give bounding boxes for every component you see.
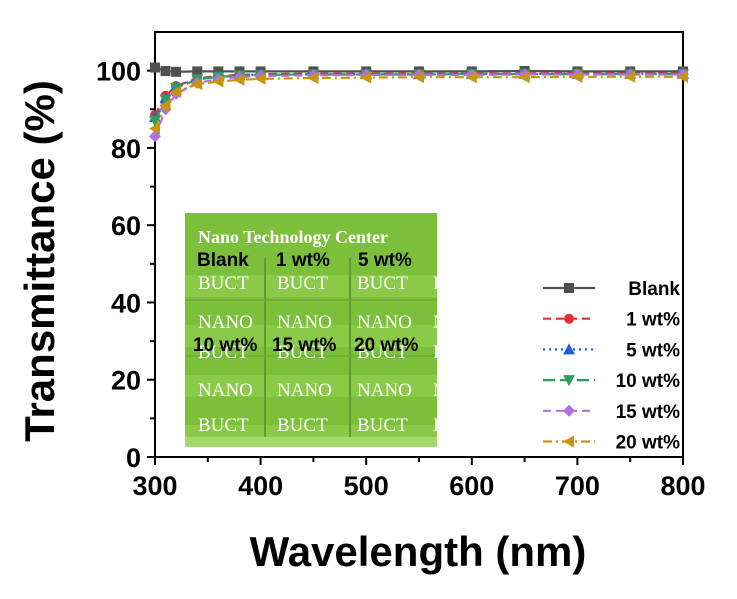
photo-watermark-word: BUCT (433, 273, 484, 294)
photo-watermark-word: BUCT (357, 273, 408, 294)
photo-watermark-word: BUCT (433, 342, 484, 363)
y-tick-label: 40 (111, 288, 141, 318)
axes: 300 400 500 600 700 800 0 20 40 60 80 100 (96, 31, 706, 501)
y-tick-label: 20 (111, 366, 141, 396)
data-point (171, 66, 182, 77)
photo-watermark-word: BUCT (198, 342, 249, 363)
data-point (159, 94, 172, 106)
x-tick-label: 300 (132, 471, 177, 501)
legend-item: 20 wt% (543, 433, 680, 454)
photo-watermark-word: BUCT (357, 415, 408, 436)
data-point (149, 122, 160, 135)
plot-area (149, 62, 689, 143)
legend-item: 15 wt% (543, 402, 680, 423)
x-tick-label: 700 (555, 471, 600, 501)
photo-stripe (185, 325, 437, 347)
data-point (212, 75, 224, 88)
photo-sample-label: 1 wt% (276, 250, 330, 271)
x-tick-label: 400 (238, 471, 283, 501)
legend-item: 10 wt% (543, 371, 680, 392)
legend-label: Blank (628, 279, 680, 300)
x-tick-label: 800 (660, 471, 705, 501)
photo-watermark-word: NANO (198, 312, 253, 333)
photo-stripe (185, 425, 437, 447)
data-point (159, 99, 171, 112)
legend-marker (563, 435, 574, 448)
photo-watermark-word: NANO (433, 380, 488, 401)
data-point (170, 85, 182, 98)
inset-photo: Nano Technology Center BUCT BUCT BUCT BUCT NA… (185, 213, 488, 447)
legend-marker (563, 343, 575, 355)
legend-item: 1 wt% (543, 310, 680, 331)
legend-item: 5 wt% (543, 340, 680, 361)
photo-watermark-word: NANO (277, 312, 332, 333)
photo-sample-label: 10 wt% (193, 335, 258, 356)
photo-sample-label: 15 wt% (272, 335, 337, 356)
photo-stripe (185, 375, 437, 397)
series-line (153, 73, 683, 137)
photo-watermark-word: NANO (277, 380, 332, 401)
data-point (160, 66, 171, 77)
y-tick-label: 80 (111, 134, 141, 164)
data-point (191, 78, 203, 91)
legend-label: 1 wt% (626, 310, 680, 331)
data-point (571, 70, 583, 83)
y-axis-title: Transmittance (%) (16, 80, 63, 442)
legend-marker (564, 313, 574, 324)
legend: Blank 1 wt% 5 wt% 10 wt% 15 wt% 20 wt% (543, 279, 680, 454)
legend-label: 20 wt% (616, 433, 681, 454)
photo-watermark-word: BUCT (277, 273, 328, 294)
photo-watermark-word: NANO (433, 312, 488, 333)
data-point (307, 71, 319, 84)
data-point (150, 62, 160, 73)
photo-watermark-word: BUCT (198, 273, 249, 294)
series-line (153, 75, 683, 130)
data-point (677, 70, 688, 83)
x-tick-label: 500 (344, 471, 389, 501)
data-point (149, 115, 161, 127)
photo-title: Nano Technology Center (198, 227, 388, 247)
y-tick-label: 60 (111, 211, 141, 241)
photo-watermark-word: BUCT (277, 342, 328, 363)
legend-marker (564, 283, 574, 293)
data-point (413, 71, 424, 84)
legend-label: 5 wt% (626, 340, 680, 361)
photo-watermark-word: NANO (357, 312, 412, 333)
data-point (233, 73, 245, 86)
data-point (254, 72, 266, 85)
legend-marker (563, 375, 575, 387)
photo-watermark-word: NANO (198, 380, 253, 401)
x-tick-label: 600 (449, 471, 494, 501)
photo-sample-label: Blank (197, 250, 249, 271)
data-point (518, 71, 530, 84)
photo-watermark-word: BUCT (357, 342, 408, 363)
y-tick-label: 0 (126, 443, 141, 473)
data-point (465, 71, 477, 84)
y-tick-label: 100 (96, 57, 141, 87)
photo-watermark-word: NANO (357, 380, 412, 401)
photo-sample-label: 20 wt% (354, 335, 419, 356)
data-point (624, 70, 636, 83)
photo-stripe (185, 275, 437, 297)
legend-label: 10 wt% (616, 371, 681, 392)
x-axis-title: Wavelength (nm) (250, 528, 587, 575)
legend-item: Blank (543, 279, 680, 300)
legend-label: 15 wt% (616, 402, 681, 423)
photo-sample-label: 5 wt% (358, 250, 412, 271)
photo-watermark-word: BUCT (277, 415, 328, 436)
data-point (192, 66, 203, 77)
legend-marker (563, 404, 575, 417)
photo-watermark-word: BUCT (198, 415, 249, 436)
series-6 (149, 70, 688, 135)
data-point (360, 71, 372, 84)
photo-watermark-word: BUCT (433, 415, 484, 436)
